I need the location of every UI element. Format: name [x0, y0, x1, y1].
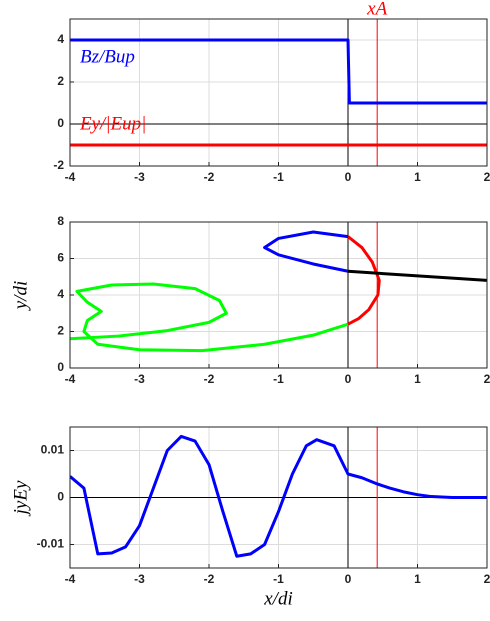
x-tick-label: 0 [345, 572, 352, 586]
series-line [70, 434, 487, 558]
series-line [347, 269, 487, 282]
panel: -4 -3 -2 -1 0 1 2 0 2 4 6 8 y/di [10, 214, 490, 386]
panel: -4 -3 -2 -1 0 1 2 -2 0 2 4 xA Bz/Bup Ey/|Eup| [53, 0, 490, 184]
x-tick-label: 0 [345, 372, 352, 386]
series-label: Ey/|Eup| [79, 113, 146, 134]
panel: -4 -3 -2 -1 0 1 2 -0.01 0 0.01 x/di jyEy [10, 426, 490, 609]
x-tick-label: -4 [65, 372, 76, 386]
y-tick-label: -2 [53, 158, 64, 172]
y-tick-label: 4 [57, 287, 64, 301]
y-tick-label: 2 [57, 324, 64, 338]
x-tick-label: -1 [273, 372, 284, 386]
x-tick-label: -1 [273, 170, 284, 184]
x-tick-label: -4 [65, 170, 76, 184]
y-tick-label: 0 [57, 116, 64, 130]
x-tick-label: -3 [134, 372, 145, 386]
x-tick-label: -1 [273, 572, 284, 586]
frame [69, 221, 488, 369]
series-line [347, 235, 381, 326]
x-tick-label: -2 [204, 170, 215, 184]
y-tick-label: 2 [57, 74, 64, 88]
y-tick-label: 4 [57, 32, 64, 46]
x-tick-label: -3 [134, 170, 145, 184]
y-tick-label: 6 [57, 251, 64, 265]
x-tick-label: -3 [134, 572, 145, 586]
frame [69, 18, 488, 167]
x-tick-label: -4 [65, 572, 76, 586]
x-tick-label: -2 [204, 572, 215, 586]
x-tick-label: 0 [345, 170, 352, 184]
x-tick-label: 2 [484, 170, 490, 184]
x-tick-label: 2 [484, 372, 490, 386]
y-tick-label: 0 [57, 360, 64, 374]
series-line [70, 282, 349, 353]
x-tick-label: 2 [484, 572, 490, 586]
x-tick-label: 1 [414, 170, 421, 184]
marker-label: xA [366, 0, 387, 19]
series-line [263, 230, 349, 273]
x-tick-label: 1 [414, 372, 421, 386]
series-line [70, 38, 487, 105]
frame [69, 426, 488, 569]
y-axis-label: jyEy [10, 480, 31, 517]
x-tick-label: -2 [204, 372, 215, 386]
y-tick-label: 0.01 [41, 443, 65, 457]
y-tick-label: 8 [57, 214, 64, 228]
x-tick-label: 1 [414, 572, 421, 586]
x-axis-label: x/di [263, 588, 293, 609]
series-label: Bz/Bup [80, 46, 135, 67]
y-tick-label: -0.01 [37, 537, 65, 551]
y-tick-label: 0 [57, 490, 64, 504]
y-axis-label: y/di [10, 281, 31, 312]
